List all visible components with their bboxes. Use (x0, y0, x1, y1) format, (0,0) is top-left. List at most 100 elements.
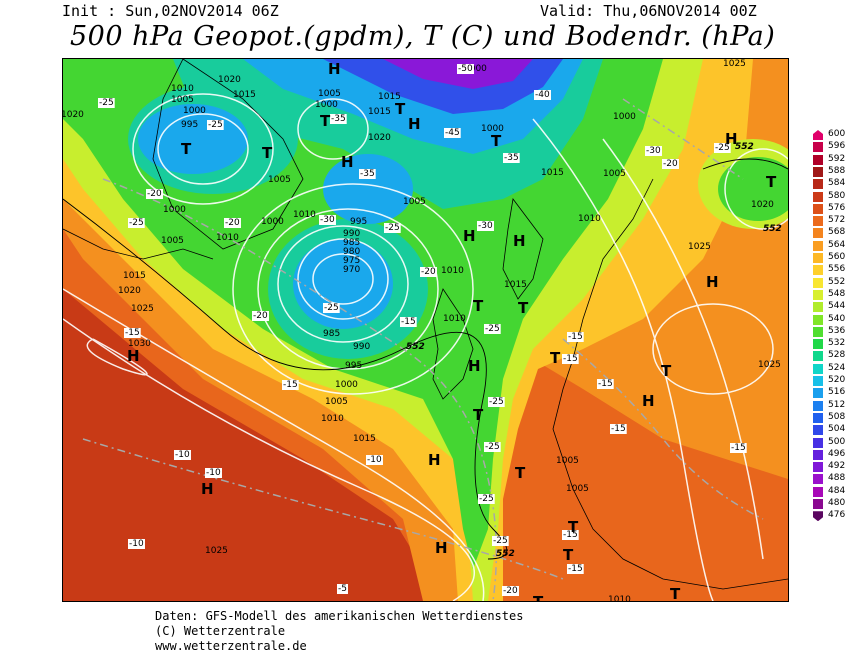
temp-label-box (484, 442, 501, 452)
legend-entry: 556 (808, 264, 850, 276)
legend-swatch (813, 289, 823, 300)
legend-swatch (813, 228, 823, 239)
low-marker: T (491, 132, 502, 150)
legend-entry: 492 (808, 461, 850, 473)
legend-value: 600 (828, 129, 846, 139)
legend-value: 528 (828, 350, 846, 361)
low-marker: T (181, 140, 192, 158)
weather-map: 1020 1020 1015 1010 1005 1000 995 1005 1… (62, 58, 789, 602)
temp-label-box (128, 539, 145, 549)
temp-label: -15 (611, 424, 626, 434)
temp-label-box (597, 379, 614, 389)
legend-value: 504 (828, 424, 846, 435)
isobar-label: 1000 (481, 124, 504, 134)
legend-entry: 576 (808, 203, 850, 214)
isobar-label: 995 (345, 361, 362, 371)
isobar-label: 1025 (205, 546, 228, 556)
legend-value: 592 (828, 153, 846, 164)
temp-label: -50 (458, 64, 473, 74)
temp-label: -10 (129, 539, 144, 549)
isobar-label: 985 (323, 329, 340, 339)
legend-entry: 496 (808, 448, 850, 460)
legend-value: 516 (828, 387, 846, 398)
low-marker: T (473, 406, 484, 424)
footer-website[interactable]: www.wetterzentrale.de (155, 639, 307, 653)
isobar-lines (63, 93, 788, 601)
legend-entry: 504 (808, 424, 850, 436)
high-marker: H (341, 153, 354, 171)
isobar-label: 1010 (578, 214, 601, 224)
temp-label-box (124, 328, 141, 338)
legend-entry: 524 (808, 363, 850, 374)
legend-value: 520 (828, 375, 846, 385)
temp-label: -10 (175, 450, 190, 460)
temp-label-box (337, 584, 348, 594)
temp-label-box (562, 530, 579, 540)
legend-swatch (813, 425, 823, 436)
legend-value: 492 (828, 461, 846, 472)
coastline-europe (552, 178, 788, 590)
legend-entry: 568 (808, 227, 850, 239)
isobar-label: 985 (343, 238, 360, 248)
temp-label-box (444, 128, 461, 138)
geopot-label: 552 (763, 224, 782, 234)
coastline-britain (432, 288, 474, 400)
isobar-label: 1015 (504, 280, 527, 290)
temp-label-box (420, 267, 437, 277)
legend-value: 476 (828, 510, 846, 521)
high-marker: H (463, 227, 476, 245)
isobar-label: 1010 (443, 314, 466, 324)
legend-entry: 536 (808, 326, 850, 337)
footer-data-source: Daten: GFS-Modell des amerikanischen Wet… (155, 609, 524, 623)
temp-label-box (457, 64, 474, 74)
legend-value: 480 (828, 498, 846, 508)
legend-value: 552 (828, 276, 846, 287)
low-marker: T (563, 546, 574, 564)
isobar-label: 1000 (163, 205, 186, 215)
high-marker: H (428, 451, 441, 469)
temp-label: -25 (479, 494, 494, 504)
temp-label: -15 (598, 379, 613, 389)
temp-label-box (534, 90, 551, 100)
isobar-labels: 1020 1020 1015 1010 1005 1000 995 1005 1… (63, 59, 781, 601)
temp-label-box (146, 189, 163, 199)
legend-swatch (813, 400, 823, 411)
temp-label: -45 (445, 128, 460, 138)
temp-label: -10 (206, 468, 221, 478)
isobar-label: 1025 (758, 360, 781, 370)
low-marker: T (395, 100, 406, 118)
legend-swatch (813, 326, 823, 337)
isobar-label: 1025 (131, 304, 154, 314)
isobar-label: 1015 (123, 271, 146, 281)
temp-label-box (478, 494, 495, 504)
isobar-label: 1010 (171, 84, 194, 94)
field-low-cyan (293, 239, 393, 329)
isobar-label: 1020 (63, 110, 84, 120)
isobar-label: 1010 (441, 266, 464, 276)
temp-label-box (714, 143, 731, 153)
legend-swatch (813, 253, 823, 263)
coastline-canada (63, 228, 214, 260)
high-marker: H (468, 357, 481, 375)
legend-value: 496 (828, 448, 846, 459)
legend-swatch (813, 376, 823, 386)
coastline-norway (502, 198, 544, 300)
legend-value: 488 (828, 473, 846, 484)
legend-entry: 588 (808, 166, 850, 177)
legend-swatch (813, 191, 823, 202)
legend-entry: 544 (808, 301, 850, 313)
temp-label-box (330, 114, 347, 124)
temp-label: -20 (253, 311, 268, 321)
legend-value: 508 (828, 411, 846, 422)
legend-entry: 564 (808, 240, 850, 251)
low-marker: T (661, 362, 672, 380)
legend-swatch (813, 499, 823, 509)
legend-entry: 480 (808, 498, 850, 509)
temp-label: -25 (385, 223, 400, 233)
isobar-label: 1005 (318, 89, 341, 99)
temp-label: -25 (715, 143, 730, 153)
isobar-label: 975 (343, 256, 360, 266)
low-marker: T (262, 144, 273, 162)
legend-swatch (813, 302, 823, 313)
temp-label-box (488, 397, 505, 407)
